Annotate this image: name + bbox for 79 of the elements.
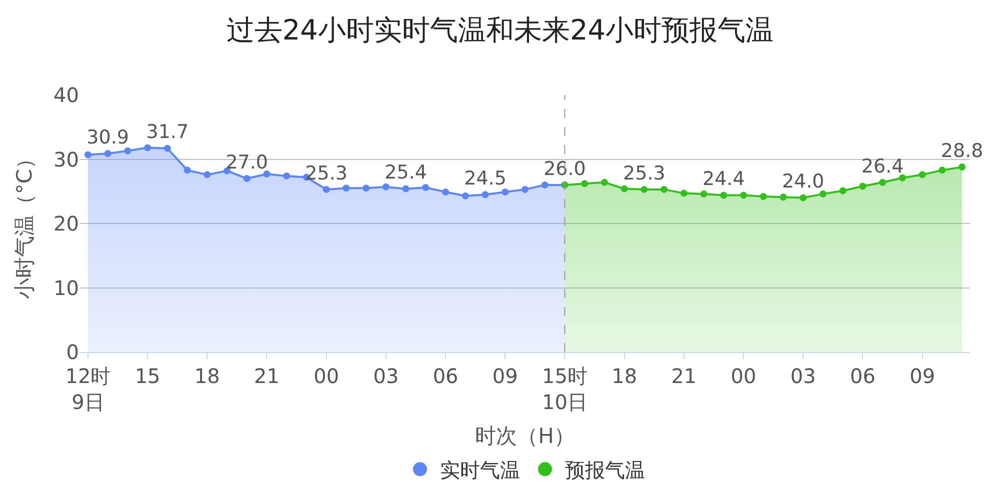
data-label: 25.3 — [623, 162, 666, 184]
y-tick-label: 0 — [66, 340, 79, 364]
point — [482, 191, 489, 198]
data-label: 24.0 — [782, 170, 824, 193]
point — [124, 147, 132, 154]
x-tick-label: 21 — [254, 364, 280, 388]
point — [898, 174, 906, 182]
point — [640, 186, 648, 193]
point — [342, 184, 350, 192]
legend-label: 预报气温 — [565, 458, 645, 482]
point — [879, 178, 886, 186]
x-tick-label: 03 — [790, 364, 816, 388]
data-label: 25.4 — [384, 162, 427, 184]
x-tick-label: 09 — [910, 364, 936, 388]
point — [84, 151, 92, 158]
point — [541, 181, 548, 188]
point — [600, 178, 608, 186]
point — [918, 171, 926, 178]
point — [819, 190, 826, 198]
point — [164, 144, 171, 152]
data-label: 27.0 — [226, 151, 268, 174]
point — [800, 194, 807, 202]
point — [958, 163, 966, 170]
data-label: 26.4 — [861, 155, 904, 178]
point — [938, 166, 946, 174]
point — [322, 186, 330, 193]
data-label: 25.3 — [305, 162, 348, 184]
data-label: 24.5 — [464, 167, 506, 190]
y-tick-label: 40 — [54, 83, 79, 107]
point — [620, 185, 628, 192]
point — [680, 190, 688, 197]
data-label: 26.0 — [544, 158, 586, 180]
x-tick-label: 06 — [432, 364, 458, 388]
x-tick-label: 12时 9日 — [65, 364, 111, 414]
x-tick-label: 00 — [730, 364, 756, 388]
point — [780, 194, 787, 201]
y-tick-label: 30 — [54, 147, 79, 172]
point — [502, 188, 509, 196]
point — [700, 190, 708, 198]
point — [283, 172, 290, 180]
point — [522, 186, 528, 193]
x-tick-label: 06 — [850, 364, 876, 388]
point — [184, 166, 191, 174]
point — [859, 182, 866, 190]
point — [660, 186, 668, 193]
point — [104, 150, 112, 157]
data-label: 24.4 — [702, 168, 745, 190]
point — [204, 171, 211, 178]
point — [442, 188, 450, 196]
point — [720, 192, 728, 199]
x-tick-label: 09 — [492, 364, 518, 388]
point — [839, 187, 846, 194]
x-tick-label: 15时 10日 — [542, 364, 588, 414]
point — [362, 184, 370, 192]
y-tick-label: 10 — [54, 276, 79, 300]
data-label: 30.9 — [86, 126, 129, 148]
y-axis-title: 小时气温（°C） — [12, 148, 37, 300]
point — [402, 185, 410, 192]
x-tick-label: 00 — [314, 364, 340, 388]
data-label: 31.7 — [146, 121, 189, 144]
point — [263, 170, 270, 178]
legend-label: 实时气温 — [440, 458, 520, 482]
x-tick-label: 15 — [134, 364, 160, 388]
chart-title: 过去24小时实时气温和未来24小时预报气温 — [226, 14, 774, 47]
point — [382, 183, 390, 190]
point — [740, 192, 748, 199]
point — [760, 193, 767, 200]
x-tick-label: 21 — [671, 364, 697, 388]
x-tick-label: 18 — [194, 364, 220, 388]
point — [422, 184, 430, 192]
point — [243, 175, 250, 182]
x-tick-label: 18 — [612, 364, 638, 388]
x-tick-label: 03 — [373, 364, 399, 388]
point — [581, 180, 588, 188]
x-axis-title: 时次（H） — [475, 424, 575, 448]
data-label: 28.8 — [940, 140, 984, 162]
point — [462, 192, 469, 200]
y-tick-label: 20 — [54, 212, 79, 236]
point — [144, 144, 152, 152]
